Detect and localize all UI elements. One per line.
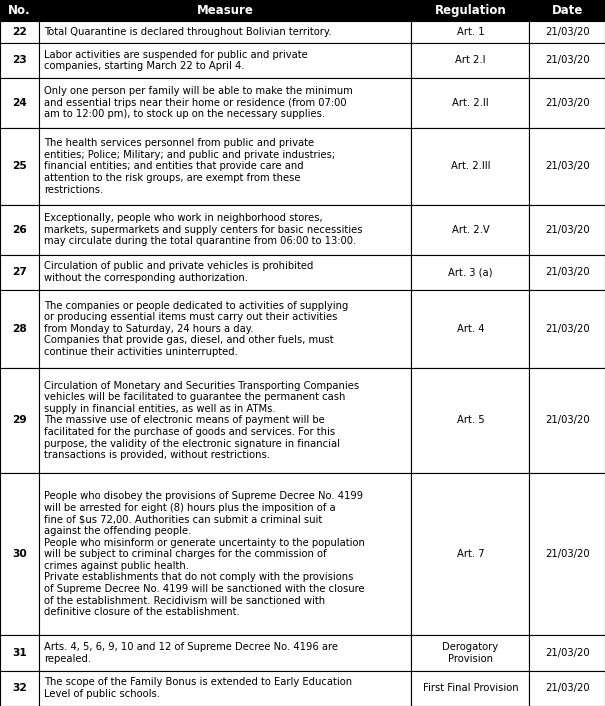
Text: 32: 32 (12, 683, 27, 693)
Bar (411, 205, 529, 255)
Text: 21/03/20: 21/03/20 (545, 648, 589, 658)
Text: The scope of the Family Bonus is extended to Early Education
Level of public sch: The scope of the Family Bonus is extende… (44, 678, 352, 699)
Bar (529, 42, 605, 78)
Bar (411, 368, 529, 473)
Bar (39, 473, 411, 635)
Bar (411, 290, 529, 368)
Text: 25: 25 (12, 162, 27, 172)
Text: 21/03/20: 21/03/20 (545, 55, 589, 66)
Text: 22: 22 (12, 27, 27, 37)
Text: 23: 23 (12, 55, 27, 66)
Bar (39, 128, 411, 205)
Bar (39, 671, 411, 706)
Bar (411, 78, 529, 128)
Bar (0, 290, 39, 368)
Bar (411, 671, 529, 706)
Text: Measure: Measure (197, 4, 254, 17)
Text: 21/03/20: 21/03/20 (545, 27, 589, 37)
Text: 26: 26 (12, 225, 27, 235)
Text: 21/03/20: 21/03/20 (545, 683, 589, 693)
Text: The health services personnel from public and private
entities; Police; Military: The health services personnel from publi… (44, 138, 335, 195)
Bar (39, 21, 411, 42)
Text: Total Quarantine is declared throughout Bolivian territory.: Total Quarantine is declared throughout … (44, 27, 332, 37)
Text: Derogatory
Provision: Derogatory Provision (442, 642, 499, 664)
Text: Art 2.I: Art 2.I (455, 55, 486, 66)
Text: 21/03/20: 21/03/20 (545, 415, 589, 426)
Text: People who disobey the provisions of Supreme Decree No. 4199
will be arrested fo: People who disobey the provisions of Sup… (44, 491, 365, 617)
Bar (529, 21, 605, 42)
Bar (0, 473, 39, 635)
Text: Regulation: Regulation (434, 4, 506, 17)
Bar (411, 128, 529, 205)
Text: Art. 2.III: Art. 2.III (451, 162, 490, 172)
Text: 31: 31 (12, 648, 27, 658)
Bar (529, 473, 605, 635)
Text: 24: 24 (12, 98, 27, 108)
Text: Art. 7: Art. 7 (457, 549, 484, 559)
Text: 21/03/20: 21/03/20 (545, 162, 589, 172)
Bar (411, 635, 529, 671)
Bar (39, 255, 411, 290)
Text: Only one person per family will be able to make the minimum
and essential trips : Only one person per family will be able … (44, 86, 353, 119)
Bar (529, 205, 605, 255)
Bar (529, 78, 605, 128)
Bar (529, 635, 605, 671)
Text: Art. 4: Art. 4 (457, 324, 484, 334)
Bar (0, 368, 39, 473)
Bar (411, 473, 529, 635)
Bar (39, 368, 411, 473)
Text: Art. 5: Art. 5 (457, 415, 484, 426)
Bar (0, 42, 39, 78)
Text: No.: No. (8, 4, 31, 17)
Bar (529, 671, 605, 706)
Bar (529, 128, 605, 205)
Text: 29: 29 (12, 415, 27, 426)
Text: Art. 2.V: Art. 2.V (451, 225, 489, 235)
Bar (0, 671, 39, 706)
Bar (0, 205, 39, 255)
Bar (411, 21, 529, 42)
Text: 21/03/20: 21/03/20 (545, 225, 589, 235)
Bar (0, 128, 39, 205)
Bar (39, 635, 411, 671)
Text: Art. 1: Art. 1 (457, 27, 484, 37)
Text: 21/03/20: 21/03/20 (545, 268, 589, 277)
Bar (411, 255, 529, 290)
Bar (0, 78, 39, 128)
Bar (39, 0, 411, 21)
Bar (411, 0, 529, 21)
Text: Exceptionally, people who work in neighborhood stores,
markets, supermarkets and: Exceptionally, people who work in neighb… (44, 213, 362, 246)
Text: Art. 3 (a): Art. 3 (a) (448, 268, 492, 277)
Text: 30: 30 (12, 549, 27, 559)
Bar (529, 368, 605, 473)
Bar (0, 0, 39, 21)
Bar (0, 21, 39, 42)
Bar (39, 290, 411, 368)
Text: First Final Provision: First Final Provision (422, 683, 518, 693)
Bar (0, 255, 39, 290)
Text: Arts. 4, 5, 6, 9, 10 and 12 of Supreme Decree No. 4196 are
repealed.: Arts. 4, 5, 6, 9, 10 and 12 of Supreme D… (44, 642, 338, 664)
Bar (39, 78, 411, 128)
Bar (529, 255, 605, 290)
Text: Date: Date (552, 4, 583, 17)
Text: 21/03/20: 21/03/20 (545, 324, 589, 334)
Bar (529, 290, 605, 368)
Bar (0, 635, 39, 671)
Text: Labor activities are suspended for public and private
companies, starting March : Labor activities are suspended for publi… (44, 49, 308, 71)
Text: 21/03/20: 21/03/20 (545, 549, 589, 559)
Text: 21/03/20: 21/03/20 (545, 98, 589, 108)
Text: 28: 28 (12, 324, 27, 334)
Text: Circulation of Monetary and Securities Transporting Companies
vehicles will be f: Circulation of Monetary and Securities T… (44, 381, 359, 460)
Text: 27: 27 (12, 268, 27, 277)
Text: Art. 2.II: Art. 2.II (452, 98, 489, 108)
Text: The companies or people dedicated to activities of supplying
or producing essent: The companies or people dedicated to act… (44, 301, 348, 357)
Bar (411, 42, 529, 78)
Bar (39, 42, 411, 78)
Text: Circulation of public and private vehicles is prohibited
without the correspondi: Circulation of public and private vehicl… (44, 261, 313, 283)
Bar (529, 0, 605, 21)
Bar (39, 205, 411, 255)
